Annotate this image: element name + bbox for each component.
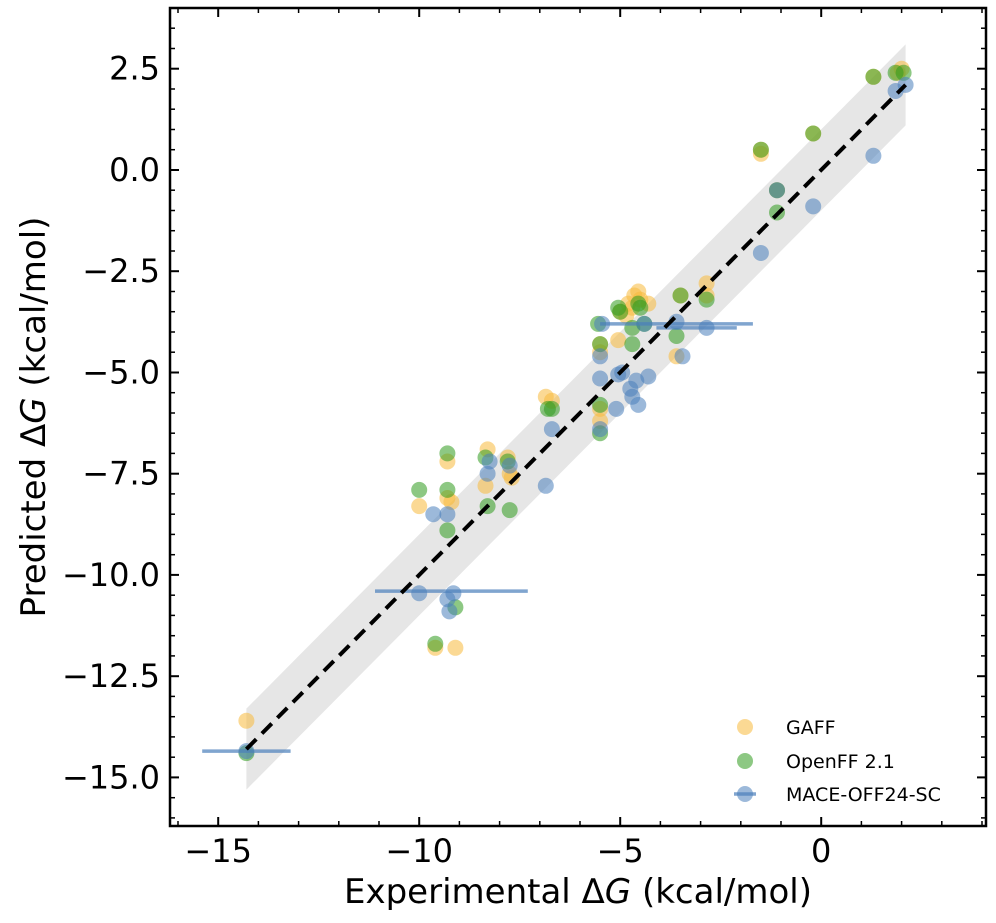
series-mace xyxy=(202,76,914,760)
point-mace-16 xyxy=(608,400,625,417)
point-openff-12 xyxy=(543,400,560,417)
point-mace-6 xyxy=(445,585,462,602)
point-gaff-0 xyxy=(238,712,255,729)
point-mace-22 xyxy=(630,396,647,413)
point-openff-16 xyxy=(592,396,609,413)
point-mace-12 xyxy=(592,348,609,365)
point-gaff-1 xyxy=(411,498,428,515)
y-tick-label: 0.0 xyxy=(109,151,160,189)
point-openff-10 xyxy=(501,502,518,519)
x-tick-label: 0 xyxy=(811,832,831,870)
point-mace-1 xyxy=(411,585,428,602)
point-mace-5 xyxy=(441,603,458,620)
point-openff-1 xyxy=(411,481,428,498)
x-axis-label: Experimental ΔG (kcal/mol) xyxy=(344,872,812,912)
point-mace-10 xyxy=(537,477,554,494)
legend-marker-openff xyxy=(737,753,753,769)
point-openff-31 xyxy=(865,68,882,85)
point-openff-5 xyxy=(439,522,456,539)
point-gaff-8 xyxy=(477,477,494,494)
legend-marker-gaff xyxy=(737,719,753,735)
point-openff-24 xyxy=(668,328,685,344)
point-openff-25 xyxy=(672,287,689,304)
legend-marker-mace xyxy=(737,786,753,802)
y-tick-label: −5.0 xyxy=(82,354,160,392)
point-mace-8 xyxy=(481,453,498,470)
point-openff-30 xyxy=(805,125,822,142)
x-tick-label: −10 xyxy=(385,832,453,870)
point-openff-4 xyxy=(439,481,456,498)
legend-label-mace: MACE-OFF24-SC xyxy=(786,784,941,806)
y-axis-label: Predicted ΔG (kcal/mol) xyxy=(14,217,54,618)
point-mace-11 xyxy=(543,421,560,438)
point-openff-18 xyxy=(612,303,629,320)
point-openff-14 xyxy=(592,336,609,353)
point-mace-3 xyxy=(439,506,456,523)
point-mace-2 xyxy=(425,506,442,523)
legend-label-openff: OpenFF 2.1 xyxy=(786,751,895,773)
point-gaff-6 xyxy=(447,639,464,656)
point-openff-27 xyxy=(752,141,769,158)
axes-frame xyxy=(168,6,988,828)
legend: GAFF OpenFF 2.1 MACE-OFF24-SC xyxy=(734,717,941,806)
point-mace-29 xyxy=(769,182,785,199)
point-mace-30 xyxy=(805,198,822,215)
axis-ticks: −15 −10 −5 0 2.5 0.0 −2.5 −5.0 −7.5 −10.0 −12.5 −15… xyxy=(62,7,986,870)
point-openff-2 xyxy=(427,635,444,652)
point-mace-28 xyxy=(752,245,769,261)
y-tick-label: −7.5 xyxy=(82,455,160,493)
point-openff-33 xyxy=(895,64,912,81)
y-tick-label: 2.5 xyxy=(109,50,160,88)
point-openff-26 xyxy=(698,291,715,308)
point-mace-24 xyxy=(640,368,657,385)
y-tick-label: −10.0 xyxy=(62,556,160,594)
point-openff-22 xyxy=(632,299,649,316)
point-mace-7 xyxy=(479,465,496,482)
point-mace-9 xyxy=(501,457,518,474)
y-tick-label: −2.5 xyxy=(82,252,160,290)
point-mace-31 xyxy=(865,147,882,164)
point-mace-21 xyxy=(628,372,645,389)
plot-area xyxy=(202,44,914,790)
point-gaff-5 xyxy=(443,494,460,510)
legend-label-gaff: GAFF xyxy=(786,717,836,739)
point-gaff-11 xyxy=(503,469,520,486)
point-mace-26 xyxy=(674,348,691,365)
y-tick-label: −15.0 xyxy=(62,758,160,796)
x-tick-label: −15 xyxy=(184,832,252,870)
point-gaff-18 xyxy=(610,332,627,349)
reference-line xyxy=(244,83,908,751)
x-tick-label: −5 xyxy=(597,832,644,870)
y-tick-label: −12.5 xyxy=(62,657,160,695)
point-openff-19 xyxy=(624,336,641,353)
point-mace-13 xyxy=(592,370,609,387)
point-openff-3 xyxy=(439,445,456,462)
point-mace-14 xyxy=(592,421,609,438)
